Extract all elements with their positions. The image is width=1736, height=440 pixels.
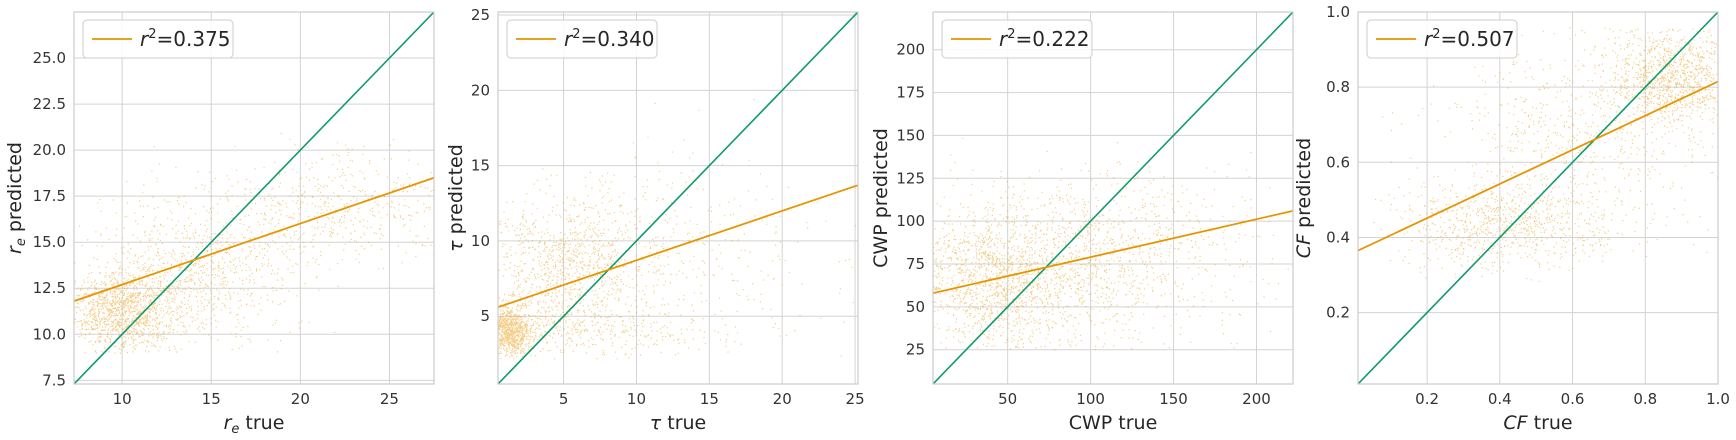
y-tick-label: 10.0	[33, 325, 66, 343]
y-tick-label: 22.5	[33, 95, 66, 113]
x-tick-label: 25	[380, 390, 399, 408]
x-tick-label: 5	[559, 390, 569, 408]
legend-box	[506, 19, 658, 59]
y-tick-label: 1.0	[1326, 3, 1350, 21]
chart-panel-3: 50 100 150 200 25 50 75 100 125 150 175 200 CWP true…	[870, 11, 1294, 434]
x-tick-label: 10	[627, 390, 646, 408]
x-axis-label: CF true	[1503, 412, 1572, 434]
x-tick-label: 20	[773, 390, 792, 408]
x-tick-label: 1.0	[1706, 390, 1730, 408]
x-axis-label: τ true	[650, 412, 707, 434]
identity-line	[498, 12, 858, 384]
regression-line	[498, 184, 858, 309]
legend-box	[1366, 19, 1518, 59]
y-tick-label: 100	[896, 212, 925, 230]
y-tick-label: 0.6	[1326, 153, 1350, 171]
identity-line	[933, 12, 1293, 384]
x-tick-label: 150	[1159, 390, 1188, 408]
gridlines	[74, 12, 434, 384]
y-tick-label: 12.5	[33, 279, 66, 297]
chart-panel-1: 10 15 20 25 7.5 10.0 12.5 15.0 17.5 20.0 22.5 25.0 r…	[4, 11, 435, 437]
x-tick-label: 0.8	[1633, 390, 1657, 408]
x-tick-label: 15	[202, 390, 221, 408]
y-tick-label: 20.0	[33, 141, 66, 159]
y-tick-label: 25	[906, 341, 925, 359]
regression-line	[933, 209, 1293, 295]
y-tick-label: 15.0	[33, 233, 66, 251]
plot-frame	[1357, 11, 1719, 385]
y-axis-label: CWP predicted	[870, 128, 892, 268]
y-tick-label: 20	[471, 81, 490, 99]
y-tick-label: 10	[471, 232, 490, 250]
legend: r2=0.340	[506, 19, 658, 59]
x-tick-label: 50	[998, 390, 1017, 408]
x-tick-label: 0.2	[1415, 390, 1439, 408]
x-tick-label: 0.4	[1488, 390, 1512, 408]
x-tick-label: 100	[1076, 390, 1105, 408]
legend-label: r2=0.340	[564, 27, 655, 51]
legend: r2=0.222	[941, 19, 1093, 59]
x-tick-label: 15	[700, 390, 719, 408]
y-axis-label: CF predicted	[1293, 138, 1315, 258]
regression-line	[1358, 80, 1718, 252]
y-tick-label: 25	[471, 6, 490, 24]
legend-label: r2=0.222	[999, 27, 1090, 51]
y-tick-label: 50	[906, 298, 925, 316]
y-tick-label: 0.4	[1326, 228, 1350, 246]
y-tick-label: 7.5	[42, 371, 66, 389]
plot-frame	[73, 11, 435, 385]
gridlines	[498, 12, 858, 384]
y-tick-label: 17.5	[33, 187, 66, 205]
y-tick-label: 125	[896, 169, 925, 187]
y-tick-label: 0.2	[1326, 304, 1350, 322]
y-axis-label: τ predicted	[445, 144, 467, 252]
legend-box	[82, 19, 234, 59]
y-tick-label: 0.8	[1326, 78, 1350, 96]
x-tick-label: 0.6	[1561, 390, 1585, 408]
y-tick-label: 200	[896, 41, 925, 59]
x-axis-label: CWP true	[1069, 412, 1158, 434]
x-tick-label: 10	[113, 390, 132, 408]
y-tick-label: 175	[896, 84, 925, 102]
x-tick-label: 20	[291, 390, 310, 408]
legend-label: r2=0.507	[1424, 27, 1515, 51]
regression-line	[74, 176, 434, 302]
y-tick-label: 75	[906, 255, 925, 273]
y-tick-label: 150	[896, 126, 925, 144]
plot-frame	[932, 11, 1294, 385]
legend: r2=0.375	[82, 19, 234, 59]
legend-label: r2=0.375	[140, 27, 231, 51]
x-tick-label: 25	[846, 390, 865, 408]
y-tick-label: 5	[480, 307, 490, 325]
y-tick-label: 15	[471, 157, 490, 175]
x-tick-label: 200	[1242, 390, 1271, 408]
y-tick-label: 25.0	[33, 49, 66, 67]
identity-line	[1358, 12, 1718, 384]
x-axis-label: re true	[224, 412, 285, 437]
legend-box	[941, 19, 1093, 59]
chart-panel-4: 0.2 0.4 0.6 0.8 1.0 0.2 0.4 0.6 0.8 1.0 CF true CF …	[1293, 3, 1730, 434]
legend: r2=0.507	[1366, 19, 1518, 59]
y-axis-label: re predicted	[4, 142, 29, 254]
identity-line	[74, 12, 434, 384]
chart-panel-2: 5 10 15 20 25 5 10 15 20 25 τ true τ predicted r2=0.…	[445, 6, 865, 434]
plot-frame	[497, 11, 859, 385]
